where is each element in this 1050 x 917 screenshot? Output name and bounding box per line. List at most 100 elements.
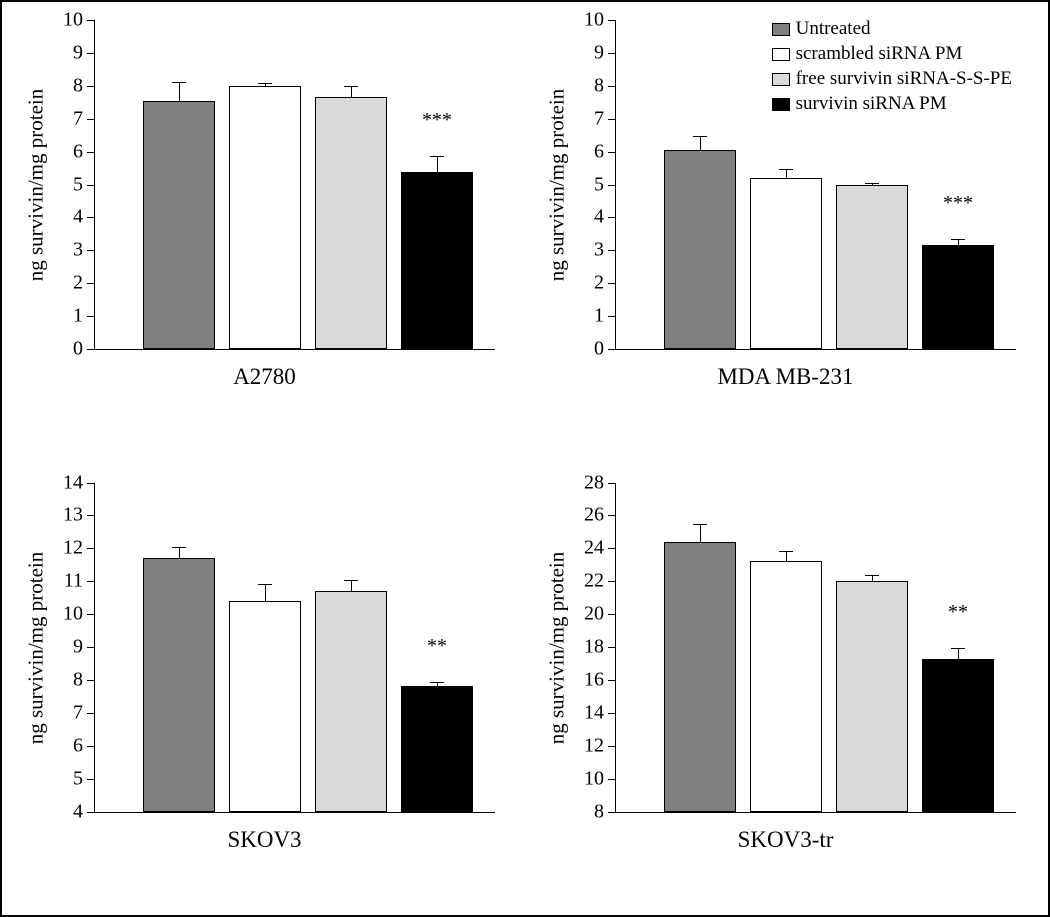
significance-label: *** [422,109,452,132]
chart-region: ng survivin/mg protein4567891011121314** [94,483,495,813]
y-tick-label: 22 [584,570,616,593]
bar [750,561,822,811]
error-cap [779,169,793,170]
error-cap [258,83,272,84]
error-bar [786,170,787,178]
y-tick-label: 4 [594,206,616,229]
error-cap [172,82,186,83]
significance-label: ** [948,601,968,624]
y-tick-label: 10 [63,603,95,626]
significance-label: *** [943,192,973,215]
bar [750,178,822,349]
y-tick-label: 9 [73,636,95,659]
error-bar [786,552,787,562]
y-tick-label: 24 [584,537,616,560]
panel-title: SKOV3-tr [545,827,1026,853]
error-bar [265,84,266,86]
y-tick-label: 12 [584,734,616,757]
y-tick-label: 10 [584,767,616,790]
error-cap [430,156,444,157]
error-cap [430,682,444,683]
y-tick-label: 13 [63,504,95,527]
y-tick-label: 7 [73,701,95,724]
significance-label: ** [427,635,447,658]
bar [143,558,215,811]
y-tick-label: 6 [73,734,95,757]
bars: *** [95,20,495,349]
error-cap [865,183,879,184]
error-cap [951,648,965,649]
y-tick-label: 2 [594,272,616,295]
y-tick-label: 26 [584,504,616,527]
y-tick-label: 1 [594,305,616,328]
error-bar [351,87,352,97]
bar [143,101,215,349]
bar [836,185,908,349]
y-tick-label: 7 [73,107,95,130]
bars: ** [95,483,495,812]
bar [229,86,301,349]
y-tick-label: 14 [63,471,95,494]
plot-area: 012345678910*** [94,20,495,350]
y-tick-label: 6 [594,140,616,163]
bar [836,581,908,811]
y-tick-label: 18 [584,636,616,659]
panel-a2780: ng survivin/mg protein012345678910***A27… [24,20,505,443]
y-tick-label: 7 [594,107,616,130]
bars: ** [616,483,1016,812]
error-cap [344,86,358,87]
y-tick-label: 8 [594,74,616,97]
error-bar [351,581,352,591]
bar [229,601,301,812]
error-cap [172,547,186,548]
chart-region: ng survivin/mg protein012345678910*** [615,20,1016,350]
error-bar [872,576,873,581]
y-axis-label: ng survivin/mg protein [24,551,49,744]
plot-area: 4567891011121314** [94,483,495,813]
y-tick-label: 11 [64,570,95,593]
y-tick-label: 14 [584,701,616,724]
error-cap [865,575,879,576]
y-tick-label: 0 [594,338,616,361]
y-tick-label: 28 [584,471,616,494]
error-bar [700,137,701,150]
panel-skov3tr: ng survivin/mg protein810121416182022242… [545,483,1026,906]
panel-title: A2780 [24,364,505,390]
bar [922,245,994,349]
bar [664,542,736,812]
figure-frame: Untreatedscrambled siRNA PMfree survivin… [0,0,1050,917]
y-tick-label: 10 [63,9,95,32]
y-tick-label: 9 [73,41,95,64]
error-cap [779,551,793,552]
error-bar [700,525,701,541]
panel-grid: ng survivin/mg protein012345678910***A27… [24,20,1026,905]
bar [315,591,387,811]
error-cap [693,136,707,137]
y-tick-label: 8 [73,74,95,97]
error-bar [872,184,873,186]
error-bar [179,548,180,558]
bar [315,97,387,349]
chart-region: ng survivin/mg protein810121416182022242… [615,483,1016,813]
y-tick-label: 4 [73,800,95,823]
y-tick-label: 1 [73,305,95,328]
y-tick-label: 3 [594,239,616,262]
panel-mda: ng survivin/mg protein012345678910*** MDA… [545,20,1026,443]
y-tick-label: 3 [73,239,95,262]
panel-skov3: ng survivin/mg protein4567891011121314**… [24,483,505,906]
y-tick-label: 10 [584,9,616,32]
error-cap [693,524,707,525]
y-tick-label: 5 [594,173,616,196]
error-bar [958,240,959,245]
bar [401,172,473,349]
panel-title: MDA MB-231 [545,364,1026,390]
y-tick-label: 6 [73,140,95,163]
y-tick-label: 8 [73,668,95,691]
error-bar [265,585,266,601]
plot-area: 810121416182022242628** [615,483,1016,813]
y-tick-label: 16 [584,668,616,691]
bar [401,686,473,811]
bar [664,150,736,349]
panel-title: SKOV3 [24,827,505,853]
y-tick-label: 2 [73,272,95,295]
